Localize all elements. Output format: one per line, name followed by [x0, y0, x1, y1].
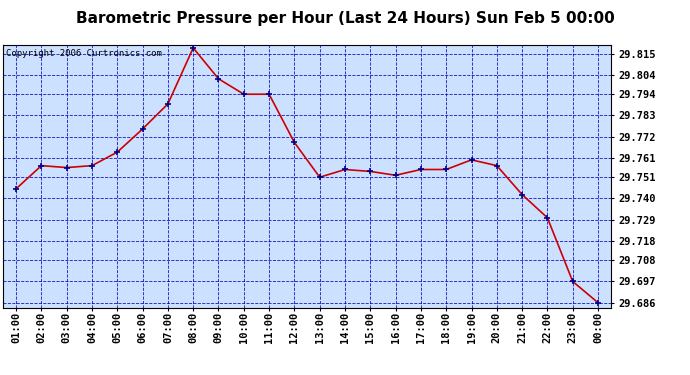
Text: Barometric Pressure per Hour (Last 24 Hours) Sun Feb 5 00:00: Barometric Pressure per Hour (Last 24 Ho… [76, 11, 614, 26]
Text: Copyright 2006 Curtronics.com: Copyright 2006 Curtronics.com [6, 49, 162, 58]
